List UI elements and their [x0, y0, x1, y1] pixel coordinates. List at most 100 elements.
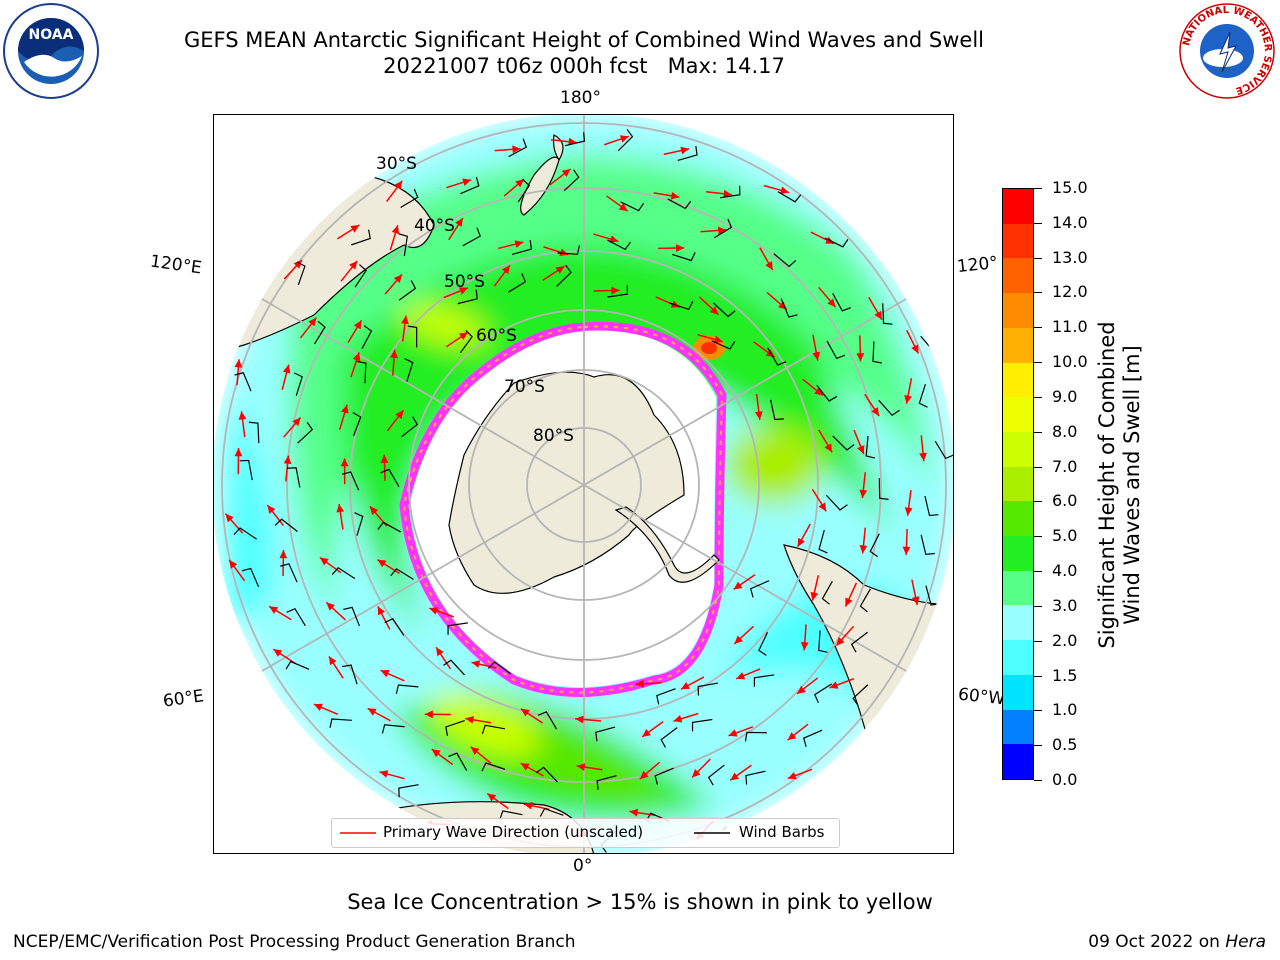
wave-arrow-head	[717, 226, 727, 235]
wind-barb	[274, 518, 298, 532]
wind-barb	[356, 360, 367, 384]
wave-arrow-head	[639, 770, 649, 780]
wind-barb	[508, 138, 528, 158]
wind-barb	[803, 729, 823, 747]
wave-arrow-head	[292, 417, 301, 427]
wave-arrow-head	[902, 546, 911, 555]
wave-arrow-head	[904, 507, 913, 516]
lon-label-60e: 60°E	[161, 686, 206, 712]
wave-arrow-head	[919, 452, 927, 462]
wave-max-center	[701, 342, 717, 354]
wave-arrow-head	[629, 808, 639, 817]
wind-barb	[361, 325, 373, 349]
wave-arrow-head	[576, 763, 586, 771]
colorbar-segment	[1003, 501, 1033, 537]
wave-direction-arrows	[224, 135, 927, 841]
wave-arrow-head	[859, 489, 868, 499]
colorbar-tick-label: 13.0	[1052, 247, 1088, 267]
colorbar-tick-label: 2.0	[1052, 630, 1078, 650]
lat-label-60s: 60°S	[476, 326, 517, 346]
wave-arrow-head	[642, 728, 651, 737]
wave-arrow-head	[904, 395, 912, 404]
colorbar-tick-label: 12.0	[1052, 282, 1088, 302]
wave-arrow-head	[267, 505, 276, 514]
noaa-logo-text: NOAA	[29, 27, 74, 43]
wind-barb	[607, 239, 631, 251]
colorbar-tick-label: 9.0	[1052, 386, 1078, 406]
colorbar-segment	[1003, 431, 1033, 467]
wind-barb	[691, 718, 713, 732]
colorbar-tick-label: 10.0	[1052, 352, 1088, 372]
wave-arrow-head	[390, 349, 398, 359]
wave-arrow-head	[635, 679, 644, 688]
wind-barbs	[233, 129, 953, 853]
wind-barb	[816, 384, 838, 402]
wave-arrow-head	[780, 186, 789, 195]
wave-arrow-head	[836, 637, 845, 646]
wave-arrow-head	[874, 310, 882, 320]
colorbar-segment	[1003, 189, 1033, 224]
colorbar-title-line2: Wind Waves and Swell [m]	[1120, 345, 1144, 625]
wind-barb	[617, 129, 634, 152]
chart-title: GEFS MEAN Antarctic Significant Height o…	[183, 28, 985, 52]
wind-barb	[869, 533, 880, 558]
wave-arrow-head	[395, 410, 404, 420]
wave-arrow-head	[352, 352, 361, 362]
wind-barb	[865, 435, 876, 459]
wave-arrow-head	[911, 344, 919, 354]
wind-barb	[377, 521, 402, 533]
wind-barb	[508, 273, 527, 293]
lat-label-70s: 70°S	[504, 377, 545, 397]
colorbar-segment	[1003, 605, 1033, 641]
colorbar-title: Significant Height of Combined Wind Wave…	[1095, 295, 1145, 675]
lon-label-120w: 120°	[956, 252, 999, 278]
colorbar-tick	[1034, 327, 1042, 329]
colorbar-segment	[1003, 293, 1033, 328]
wave-arrow-head	[673, 715, 683, 723]
wave-arrow-head	[380, 454, 389, 463]
wind-barb	[814, 683, 833, 704]
wave-arrow-head	[465, 715, 474, 724]
wave-arrow-head	[680, 146, 690, 155]
colorbar-tick-label: 5.0	[1052, 526, 1078, 546]
wave-arrow-head	[609, 235, 619, 243]
wave-arrow-head	[559, 248, 569, 257]
colorbar-tick-label: 14.0	[1052, 212, 1088, 232]
wind-barb	[780, 298, 798, 318]
lon-label-180: 180°	[560, 88, 601, 108]
wave-arrow-head	[515, 179, 524, 188]
wind-barb	[667, 198, 692, 210]
colorbar-tick	[1034, 780, 1042, 781]
colorbar-tick	[1034, 292, 1042, 294]
wave-arrow-head	[810, 591, 819, 601]
colorbar-tick	[1034, 396, 1042, 398]
wind-barb	[773, 253, 797, 268]
wind-barb	[656, 688, 676, 705]
wind-barb	[878, 478, 889, 500]
wind-barb	[660, 727, 678, 748]
wind-barb	[457, 289, 478, 305]
colorbar-tick-label: 1.5	[1052, 665, 1078, 685]
wind-barb	[233, 527, 257, 540]
wind-barb	[711, 340, 736, 350]
wave-arrow-head	[313, 703, 323, 711]
wave-arrow-head	[520, 708, 530, 717]
colorbar-segment	[1003, 362, 1033, 398]
wind-barb	[343, 606, 361, 627]
wave-arrow-head	[234, 448, 243, 457]
colorbar-tick-label: 7.0	[1052, 456, 1078, 476]
wave-arrow-head	[369, 506, 379, 515]
wave-arrow-head	[692, 768, 701, 778]
wave-arrow-head	[568, 137, 577, 146]
wind-barb	[712, 302, 736, 318]
wind-barb	[459, 329, 473, 354]
wave-arrow-head	[800, 642, 809, 651]
colorbar-tick	[1034, 605, 1042, 607]
wave-arrow-head	[380, 670, 390, 678]
lat-label-50s: 50°S	[444, 272, 485, 292]
wave-arrow-head	[857, 445, 865, 455]
wave-arrow-head	[814, 387, 823, 396]
wave-arrow-head	[859, 545, 868, 554]
wind-barb	[620, 201, 645, 212]
wind-barb	[395, 684, 419, 694]
